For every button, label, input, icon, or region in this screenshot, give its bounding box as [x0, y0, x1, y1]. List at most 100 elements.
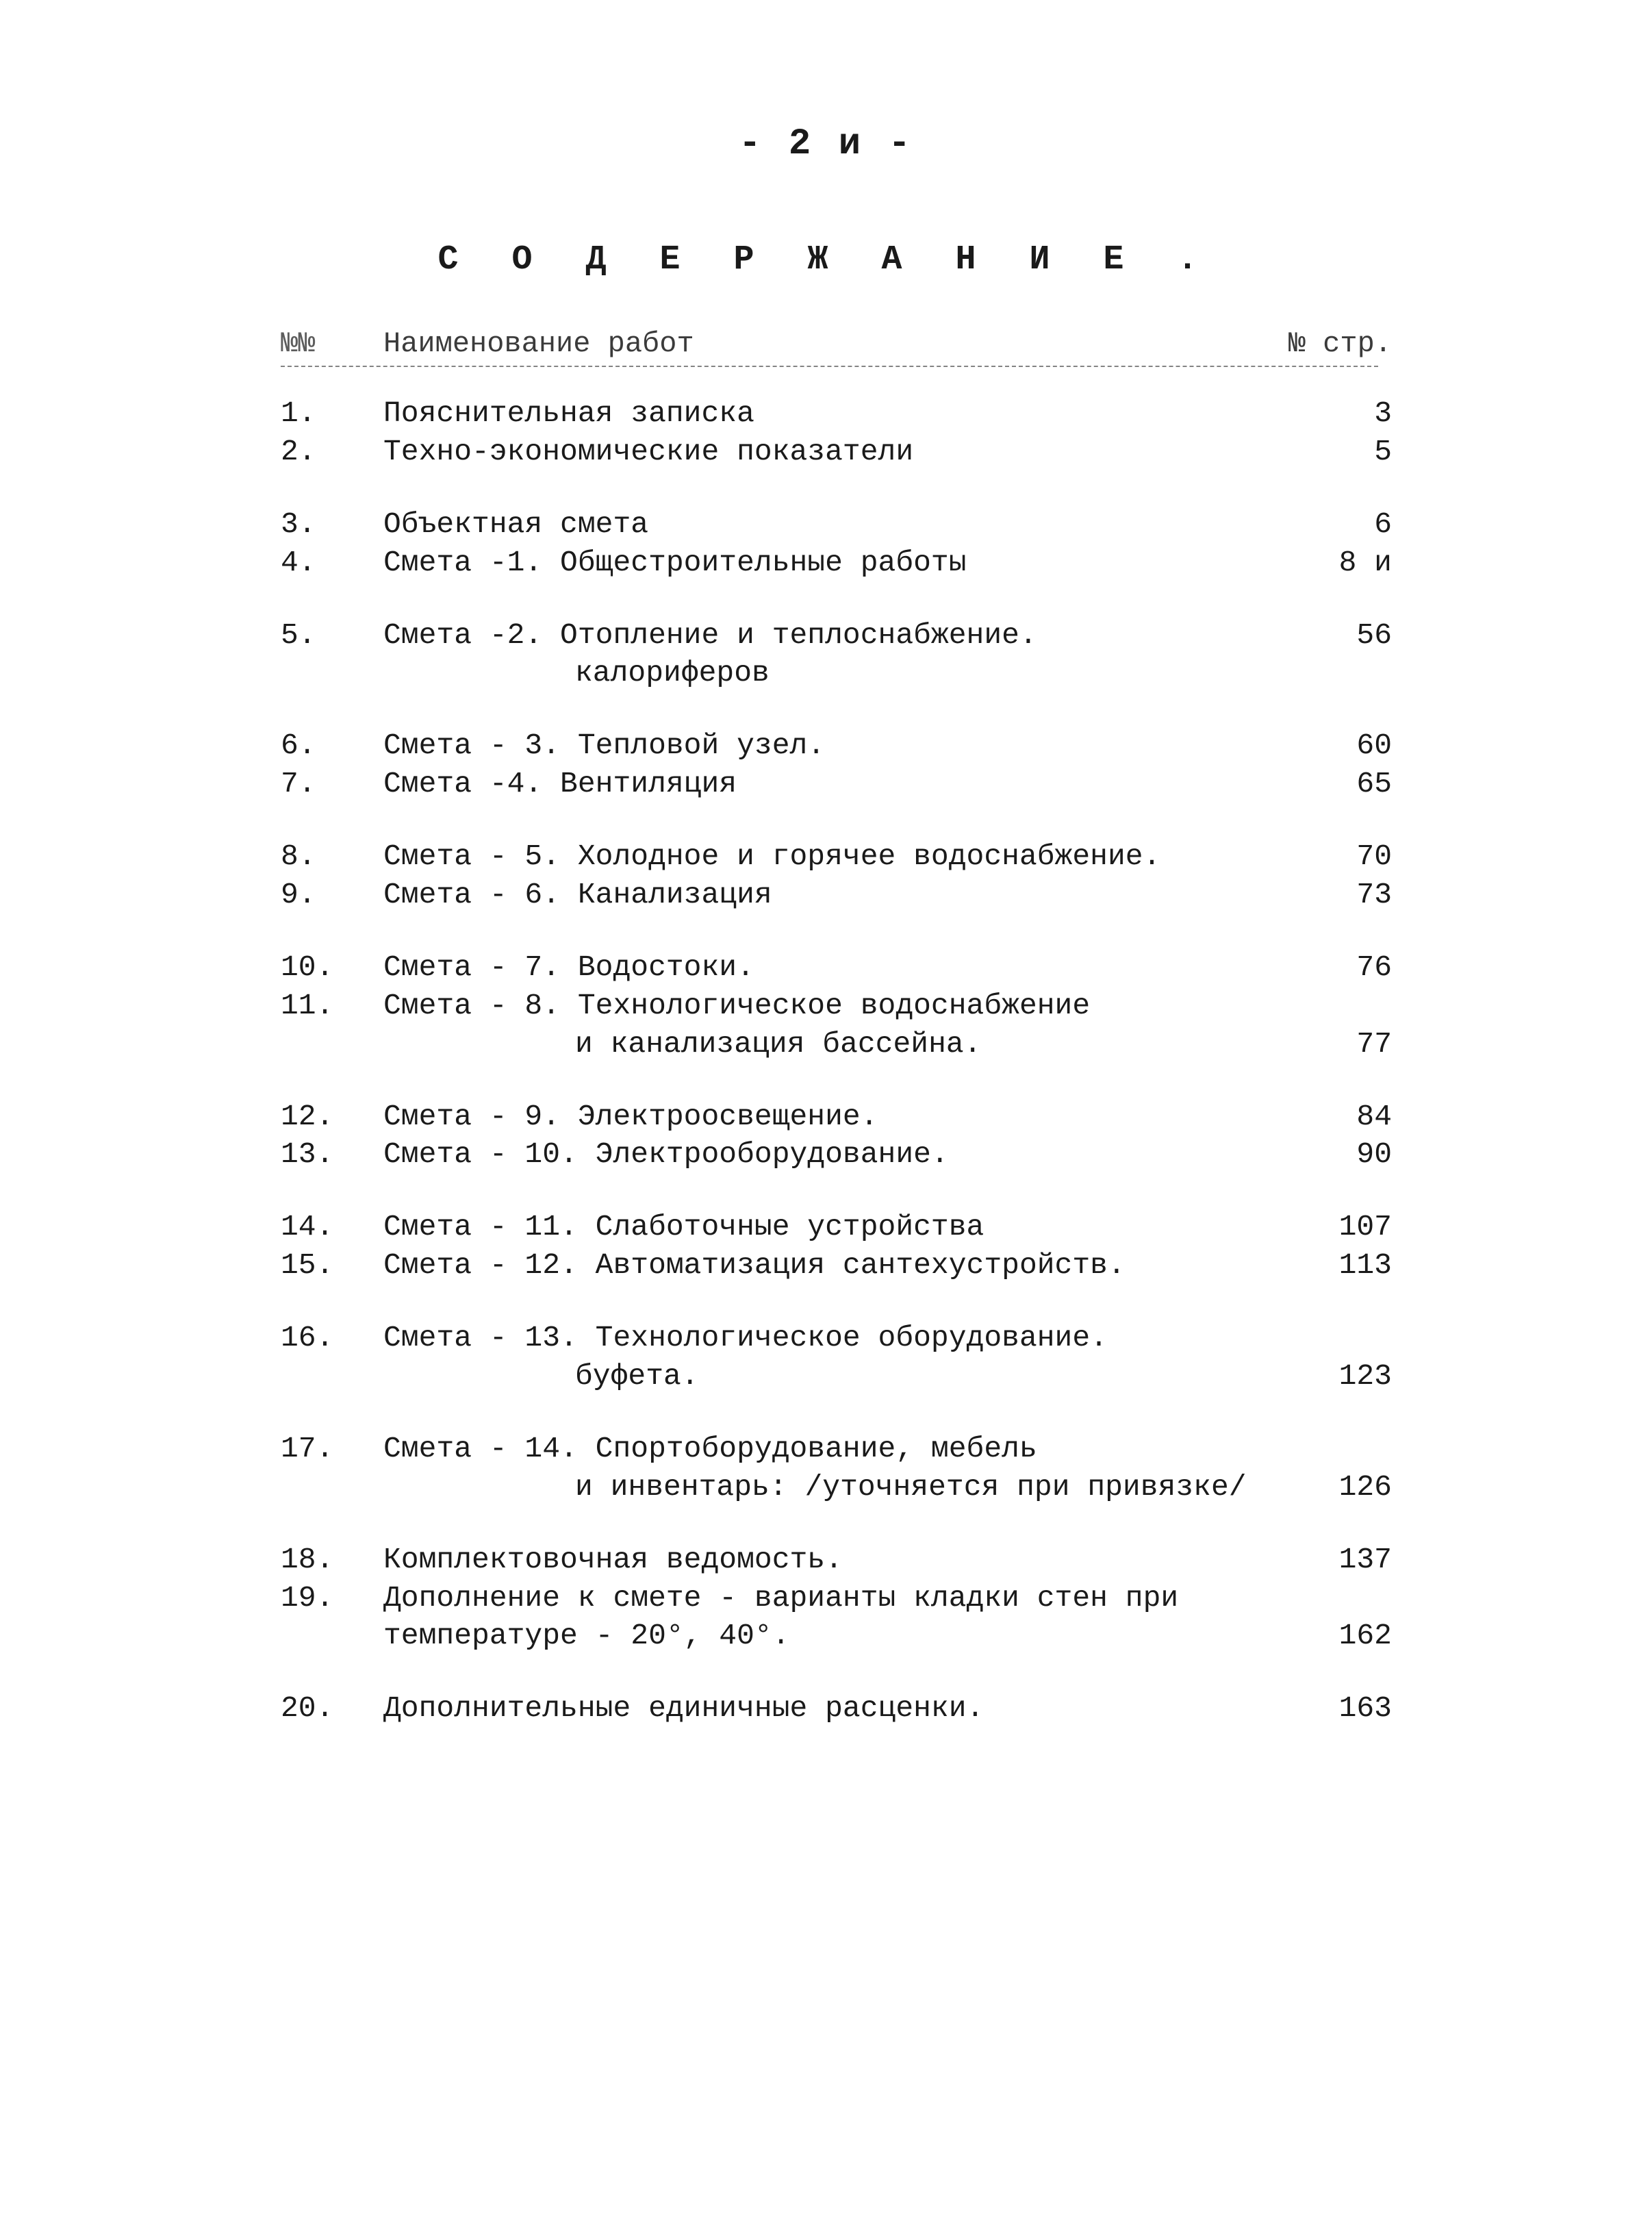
toc-page: 126 — [1282, 1468, 1392, 1507]
toc-num: 16. — [281, 1319, 383, 1357]
toc-page: 90 — [1282, 1135, 1392, 1174]
toc-row: 19.Дополнение к смете - варианты кладки … — [281, 1579, 1392, 1617]
toc-name: Смета -2. Отопление и теплоснабжение. — [383, 616, 1282, 655]
toc-name: Смета - 10. Электрооборудование. — [383, 1135, 1282, 1174]
toc-name: Смета - 6. Канализация — [383, 876, 1282, 914]
toc-name: Смета - 8. Технологическое водоснабжение — [383, 987, 1282, 1025]
toc-num: 9. — [281, 876, 383, 914]
toc-name: температуре - 20°, 40°. — [383, 1617, 1282, 1655]
toc-num: 14. — [281, 1208, 383, 1246]
toc-group: 18.Комплектовочная ведомость.13719.Допол… — [281, 1541, 1392, 1656]
toc-name: Смета - 5. Холодное и горячее водоснабже… — [383, 837, 1282, 876]
toc-group: 5.Смета -2. Отопление и теплоснабжение.5… — [281, 616, 1392, 693]
toc-row: 17.Смета - 14. Спортоборудование, мебель — [281, 1430, 1392, 1468]
toc-row: 11.Смета - 8. Технологическое водоснабже… — [281, 987, 1392, 1025]
toc-name: калориферов — [383, 654, 1282, 692]
toc-row: 16.Смета - 13. Технологическое оборудова… — [281, 1319, 1392, 1357]
toc-list: 1.Пояснительная записка32.Техно-экономич… — [260, 394, 1392, 1728]
header-divider — [281, 366, 1378, 367]
toc-group: 16.Смета - 13. Технологическое оборудова… — [281, 1319, 1392, 1396]
toc-name: Смета - 11. Слаботочные устройства — [383, 1208, 1282, 1246]
toc-page: 137 — [1282, 1541, 1392, 1579]
toc-row: 10.Смета - 7. Водостоки.76 — [281, 948, 1392, 987]
toc-name: и канализация бассейна. — [383, 1025, 1282, 1063]
toc-row: 15.Смета - 12. Автоматизация сантехустро… — [281, 1246, 1392, 1285]
toc-row: 2.Техно-экономические показатели5 — [281, 433, 1392, 471]
toc-page: 163 — [1282, 1689, 1392, 1728]
toc-num: 17. — [281, 1430, 383, 1468]
toc-num: 11. — [281, 987, 383, 1025]
header-num: №№ — [281, 327, 383, 360]
toc-row: 9.Смета - 6. Канализация73 — [281, 876, 1392, 914]
toc-row: 13.Смета - 10. Электрооборудование.90 — [281, 1135, 1392, 1174]
toc-num: 4. — [281, 544, 383, 582]
toc-name: Смета -1. Общестроительные работы — [383, 544, 1282, 582]
toc-num: 1. — [281, 394, 383, 433]
toc-group: 10.Смета - 7. Водостоки.7611.Смета - 8. … — [281, 948, 1392, 1063]
toc-num: 8. — [281, 837, 383, 876]
toc-page: 3 — [1282, 394, 1392, 433]
toc-name: Смета - 14. Спортоборудование, мебель — [383, 1430, 1282, 1468]
toc-group: 3.Объектная смета64.Смета -1. Общестроит… — [281, 505, 1392, 582]
toc-num: 6. — [281, 727, 383, 765]
toc-num: 5. — [281, 616, 383, 655]
toc-row: 3.Объектная смета6 — [281, 505, 1392, 544]
toc-row: 6.Смета - 3. Тепловой узел.60 — [281, 727, 1392, 765]
toc-page: 5 — [1282, 433, 1392, 471]
toc-row: температуре - 20°, 40°.162 — [281, 1617, 1392, 1655]
toc-page: 56 — [1282, 616, 1392, 655]
toc-group: 1.Пояснительная записка32.Техно-экономич… — [281, 394, 1392, 471]
page-number: - 2 и - — [260, 123, 1392, 165]
toc-page: 162 — [1282, 1617, 1392, 1655]
toc-name: Техно-экономические показатели — [383, 433, 1282, 471]
toc-name: Смета - 12. Автоматизация сантехустройст… — [383, 1246, 1282, 1285]
toc-group: 12.Смета - 9. Электроосвещение.8413.Смет… — [281, 1098, 1392, 1174]
toc-row: и канализация бассейна.77 — [281, 1025, 1392, 1063]
toc-num: 10. — [281, 948, 383, 987]
toc-row: 12.Смета - 9. Электроосвещение.84 — [281, 1098, 1392, 1136]
toc-row: 7.Смета -4. Вентиляция65 — [281, 765, 1392, 803]
toc-num: 19. — [281, 1579, 383, 1617]
toc-page: 65 — [1282, 765, 1392, 803]
toc-num: 7. — [281, 765, 383, 803]
toc-row: 4.Смета -1. Общестроительные работы8 и — [281, 544, 1392, 582]
toc-page: 123 — [1282, 1357, 1392, 1396]
toc-page: 77 — [1282, 1025, 1392, 1063]
toc-page: 76 — [1282, 948, 1392, 987]
toc-num: 15. — [281, 1246, 383, 1285]
toc-row: 8.Смета - 5. Холодное и горячее водоснаб… — [281, 837, 1392, 876]
toc-group: 8.Смета - 5. Холодное и горячее водоснаб… — [281, 837, 1392, 914]
toc-name: Смета - 7. Водостоки. — [383, 948, 1282, 987]
toc-row: 5.Смета -2. Отопление и теплоснабжение.5… — [281, 616, 1392, 655]
toc-name: и инвентарь: /уточняется при привязке/ — [383, 1468, 1282, 1507]
toc-name: Смета - 3. Тепловой узел. — [383, 727, 1282, 765]
toc-name: Дополнительные единичные расценки. — [383, 1689, 1282, 1728]
toc-name: Объектная смета — [383, 505, 1282, 544]
toc-page: 84 — [1282, 1098, 1392, 1136]
toc-row: калориферов — [281, 654, 1392, 692]
toc-row: 20.Дополнительные единичные расценки.163 — [281, 1689, 1392, 1728]
toc-num: 12. — [281, 1098, 383, 1136]
toc-num: 20. — [281, 1689, 383, 1728]
toc-page: 107 — [1282, 1208, 1392, 1246]
toc-row: буфета.123 — [281, 1357, 1392, 1396]
toc-group: 6.Смета - 3. Тепловой узел.607.Смета -4.… — [281, 727, 1392, 803]
toc-page: 113 — [1282, 1246, 1392, 1285]
toc-row: 14.Смета - 11. Слаботочные устройства107 — [281, 1208, 1392, 1246]
document-title: С О Д Е Р Ж А Н И Е . — [260, 240, 1392, 279]
toc-row: и инвентарь: /уточняется при привязке/12… — [281, 1468, 1392, 1507]
toc-row: 18.Комплектовочная ведомость.137 — [281, 1541, 1392, 1579]
header-name: Наименование работ — [383, 327, 1282, 360]
toc-page: 70 — [1282, 837, 1392, 876]
toc-group: 17.Смета - 14. Спортоборудование, мебель… — [281, 1430, 1392, 1507]
toc-group: 14.Смета - 11. Слаботочные устройства107… — [281, 1208, 1392, 1285]
toc-name: буфета. — [383, 1357, 1282, 1396]
toc-page: 6 — [1282, 505, 1392, 544]
toc-num: 2. — [281, 433, 383, 471]
toc-num: 13. — [281, 1135, 383, 1174]
toc-num: 18. — [281, 1541, 383, 1579]
toc-page: 8 и — [1282, 544, 1392, 582]
toc-num: 3. — [281, 505, 383, 544]
toc-name: Комплектовочная ведомость. — [383, 1541, 1282, 1579]
toc-name: Смета - 9. Электроосвещение. — [383, 1098, 1282, 1136]
